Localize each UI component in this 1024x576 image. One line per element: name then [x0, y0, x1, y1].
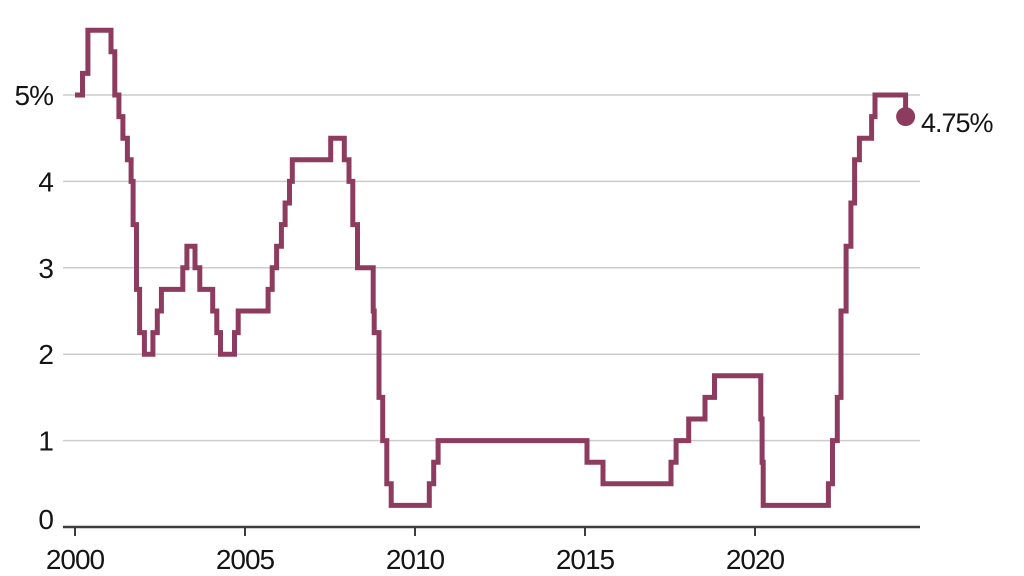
x-axis-label: 2020	[726, 544, 785, 575]
y-axis-label: 1	[38, 426, 53, 457]
latest-value-dot	[896, 107, 916, 127]
x-axis-label: 2015	[556, 544, 615, 575]
y-axis-label: 0	[38, 504, 53, 535]
rate-step-line	[75, 27, 909, 508]
y-axis-label: 5%	[15, 80, 54, 111]
y-axis-label: 4	[38, 166, 53, 197]
x-axis-label: 2010	[386, 544, 445, 575]
x-axis-label: 2000	[46, 544, 105, 575]
latest-value-label: 4.75%	[921, 108, 994, 138]
x-axis-label: 2005	[216, 544, 275, 575]
y-axis-label: 3	[38, 253, 53, 284]
y-axis-label: 2	[38, 339, 53, 370]
